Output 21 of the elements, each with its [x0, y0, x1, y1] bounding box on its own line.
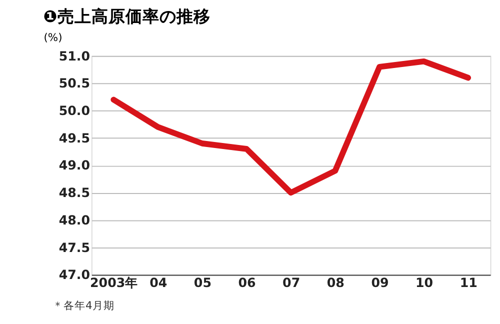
y-tick-label: 51.0: [58, 48, 90, 64]
x-tick-label: 06: [238, 274, 256, 290]
x-tick-label: 2003年: [90, 274, 138, 290]
y-tick-label: 47.5: [58, 240, 90, 255]
y-tick-label: 49.5: [58, 130, 90, 146]
chart-title: ❶売上高原価率の推移: [43, 6, 210, 26]
x-tick-label: 10: [416, 274, 434, 290]
y-tick-label: 47.0: [58, 267, 90, 282]
text: ＊各年4月期: [52, 298, 114, 312]
y-tick-label: 50.0: [58, 102, 90, 118]
y-tick-label: 48.0: [58, 212, 90, 228]
y-tick-label: 48.5: [58, 185, 90, 200]
x-tick-label: 07: [282, 274, 300, 290]
y-tick-label: 50.5: [58, 76, 90, 91]
x-tick-label: 05: [194, 274, 212, 290]
x-tick-label: 04: [150, 274, 168, 290]
x-tick-label: 09: [371, 274, 389, 290]
x-tick-label: 08: [326, 274, 344, 290]
y-tick-label: 49.0: [58, 158, 90, 173]
x-tick-label: 11: [460, 274, 478, 290]
y-axis-title: (%): [44, 30, 62, 44]
